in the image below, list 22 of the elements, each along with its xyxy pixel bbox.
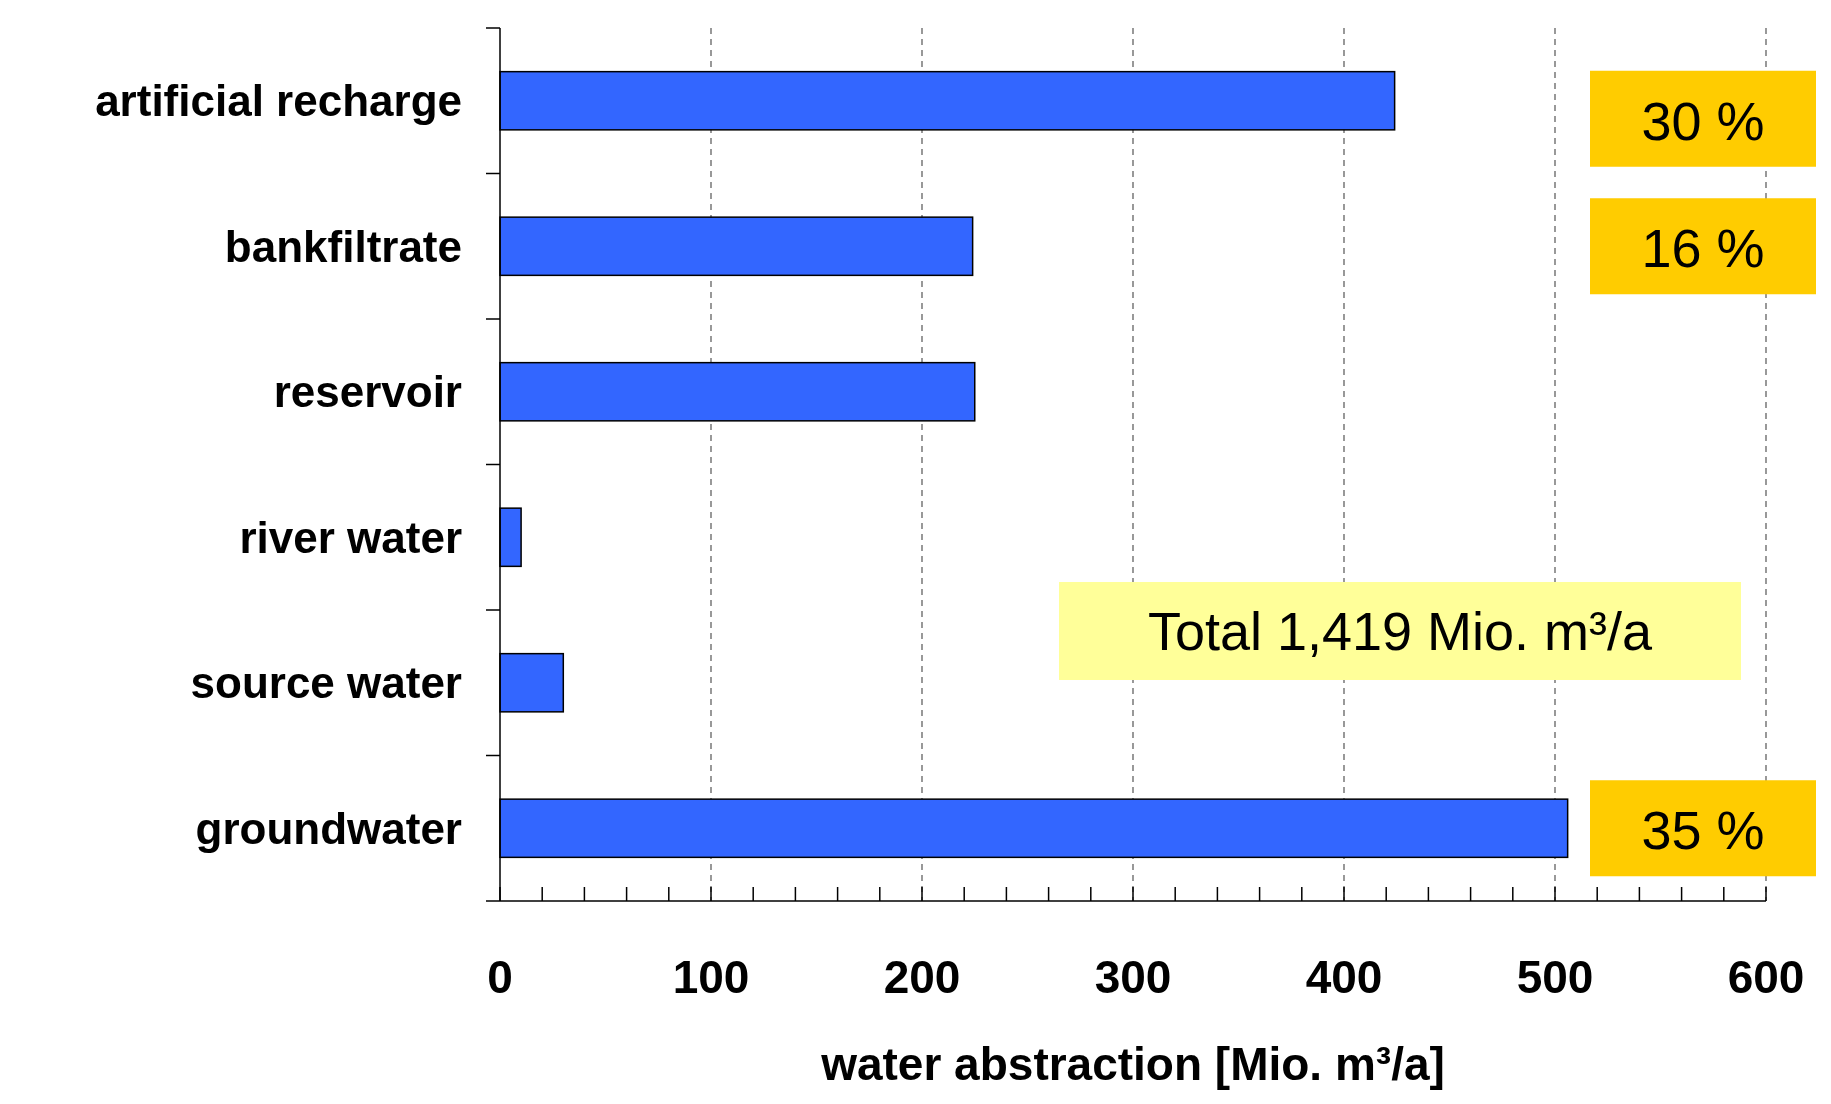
x-tick-label: 600 — [1727, 951, 1805, 1003]
label-box: 30 % — [1590, 70, 1816, 167]
x-axis-title: water abstraction [Mio. m³/a] — [820, 1038, 1445, 1090]
annotation: 16 % — [1641, 218, 1765, 279]
annotation: 35 % — [1641, 800, 1765, 861]
annotation: Total 1,419 Mio. m³/a — [1147, 600, 1654, 661]
y-tick-label: river water — [239, 512, 462, 562]
x-tick-label: 500 — [1516, 951, 1594, 1003]
label-box: 16 % — [1590, 198, 1816, 295]
x-tick-label: 100 — [672, 951, 750, 1003]
x-tick-label: 400 — [1305, 951, 1383, 1003]
y-tick-label: reservoir — [273, 367, 462, 417]
x-tick-label: 300 — [1094, 951, 1172, 1003]
text-box: Total 1,419 Mio. m³/a — [1059, 582, 1741, 680]
x-tick-label: 200 — [883, 951, 961, 1003]
y-tick-label: bankfiltrate — [224, 221, 462, 271]
y-tick-label: artificial recharge — [95, 76, 462, 126]
y-tick-label: groundwater — [195, 803, 462, 853]
y-tick-label: source water — [190, 658, 462, 708]
annotation: 30 % — [1641, 90, 1765, 151]
x-tick-label: 0 — [487, 951, 513, 1003]
label-box: 35 % — [1590, 780, 1816, 877]
